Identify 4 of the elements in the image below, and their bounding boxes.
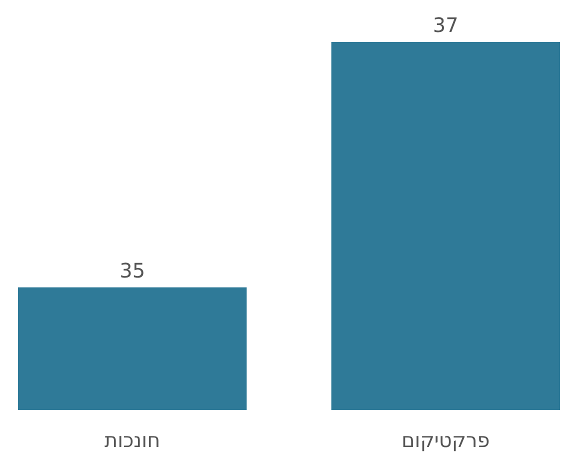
x-tick-label: חונכות bbox=[104, 428, 160, 452]
data-label: 35 bbox=[120, 258, 146, 282]
data-label: 37 bbox=[432, 13, 458, 37]
x-tick-label: פרקטיקום bbox=[401, 428, 490, 452]
